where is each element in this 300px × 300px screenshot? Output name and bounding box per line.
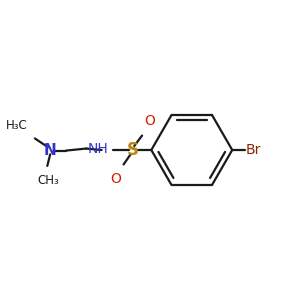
Text: Br: Br: [246, 143, 261, 157]
Text: S: S: [127, 141, 139, 159]
Text: N: N: [44, 143, 57, 158]
Text: CH₃: CH₃: [37, 174, 59, 187]
Text: H₃C: H₃C: [6, 119, 28, 132]
Text: O: O: [110, 172, 121, 186]
Text: O: O: [144, 114, 155, 128]
Text: NH: NH: [87, 142, 108, 156]
